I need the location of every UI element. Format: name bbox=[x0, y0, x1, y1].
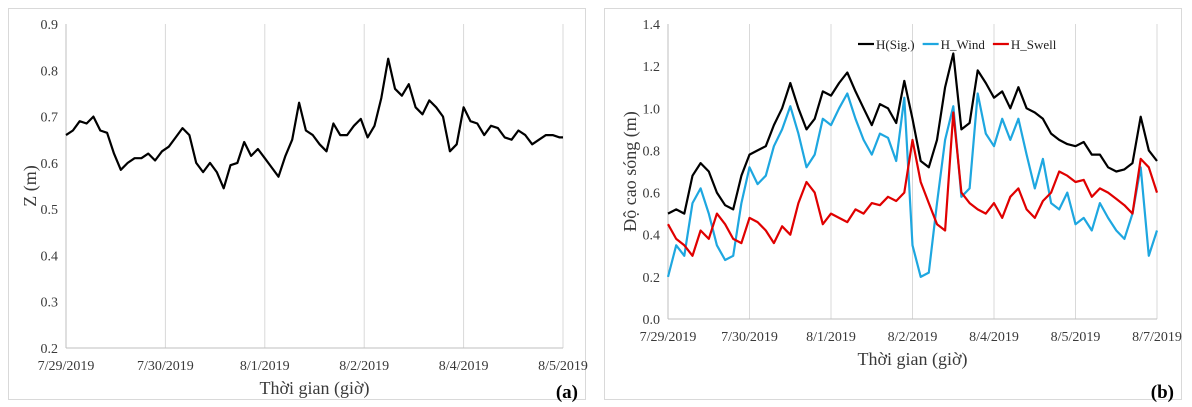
legend-label: H_Swell bbox=[1011, 37, 1057, 52]
x-axis-title: Thời gian (giờ) bbox=[259, 378, 369, 399]
x-tick-label: 8/5/2019 bbox=[1051, 330, 1101, 345]
x-tick-label: 8/2/2019 bbox=[339, 359, 389, 374]
y-tick-label: 0.8 bbox=[643, 144, 661, 159]
series-line-0 bbox=[667, 52, 1158, 215]
x-tick-label: 7/30/2019 bbox=[721, 330, 778, 345]
y-axis-title: Độ cao sóng (m) bbox=[620, 111, 641, 231]
x-tick-label: 7/30/2019 bbox=[137, 359, 194, 374]
y-tick-label: 0.7 bbox=[41, 111, 59, 126]
x-tick-label: 7/29/2019 bbox=[38, 359, 95, 374]
chart-panel-a: 7/29/2019 7/30/2019 8/1/2019 8/2/2019 8/4/20… bbox=[8, 8, 588, 403]
chart-frame bbox=[8, 8, 586, 400]
y-tick-label: 1.2 bbox=[643, 60, 661, 75]
y-tick-label: 0.6 bbox=[41, 157, 59, 172]
chart-panel-b: 7/29/2019 7/30/2019 8/1/2019 8/2/2019 8/4/20… bbox=[596, 0, 1192, 407]
y-tick-label: 0.9 bbox=[41, 18, 59, 33]
legend-label: H(Sig.) bbox=[876, 37, 915, 52]
y-tick-label: 0.2 bbox=[41, 342, 59, 357]
y-tick-label: 1.4 bbox=[643, 18, 661, 33]
y-tick-label: 0.4 bbox=[41, 249, 59, 264]
y-tick-label: 0.0 bbox=[643, 313, 661, 328]
chart-frame bbox=[604, 8, 1182, 400]
series-line-0 bbox=[65, 57, 563, 190]
x-tick-label: 8/7/2019 bbox=[1132, 330, 1182, 345]
x-tick-label: 8/1/2019 bbox=[240, 359, 290, 374]
wave-height-chart: 7/29/2019 7/30/2019 8/1/2019 8/2/2019 8/4/20… bbox=[620, 18, 1182, 403]
x-tick-label: 7/29/2019 bbox=[640, 330, 697, 345]
series-line-1 bbox=[666, 92, 1159, 278]
y-tick-label: 1.0 bbox=[643, 102, 661, 117]
x-axis-title: Thời gian (giờ) bbox=[857, 349, 967, 370]
series-line-2 bbox=[667, 111, 1159, 257]
x-tick-label: 8/5/2019 bbox=[538, 359, 588, 374]
y-tick-label: 0.3 bbox=[41, 296, 59, 311]
x-tick-label: 8/4/2019 bbox=[969, 330, 1019, 345]
y-tick-label: 0.6 bbox=[643, 187, 661, 202]
y-tick-label: 0.8 bbox=[41, 64, 59, 79]
panel-label: (a) bbox=[556, 382, 578, 403]
y-tick-label: 0.5 bbox=[41, 203, 59, 218]
y-tick-label: 0.2 bbox=[643, 271, 661, 286]
legend-label: H_Wind bbox=[941, 37, 986, 52]
x-tick-label: 8/2/2019 bbox=[888, 330, 938, 345]
panel-label: (b) bbox=[1151, 382, 1174, 403]
y-axis-title: Z (m) bbox=[20, 165, 41, 206]
y-tick-label: 0.4 bbox=[643, 229, 661, 244]
x-tick-label: 8/4/2019 bbox=[439, 359, 489, 374]
x-tick-label: 8/1/2019 bbox=[806, 330, 856, 345]
water-level-chart: 7/29/2019 7/30/2019 8/1/2019 8/2/2019 8/4/20… bbox=[20, 18, 588, 403]
